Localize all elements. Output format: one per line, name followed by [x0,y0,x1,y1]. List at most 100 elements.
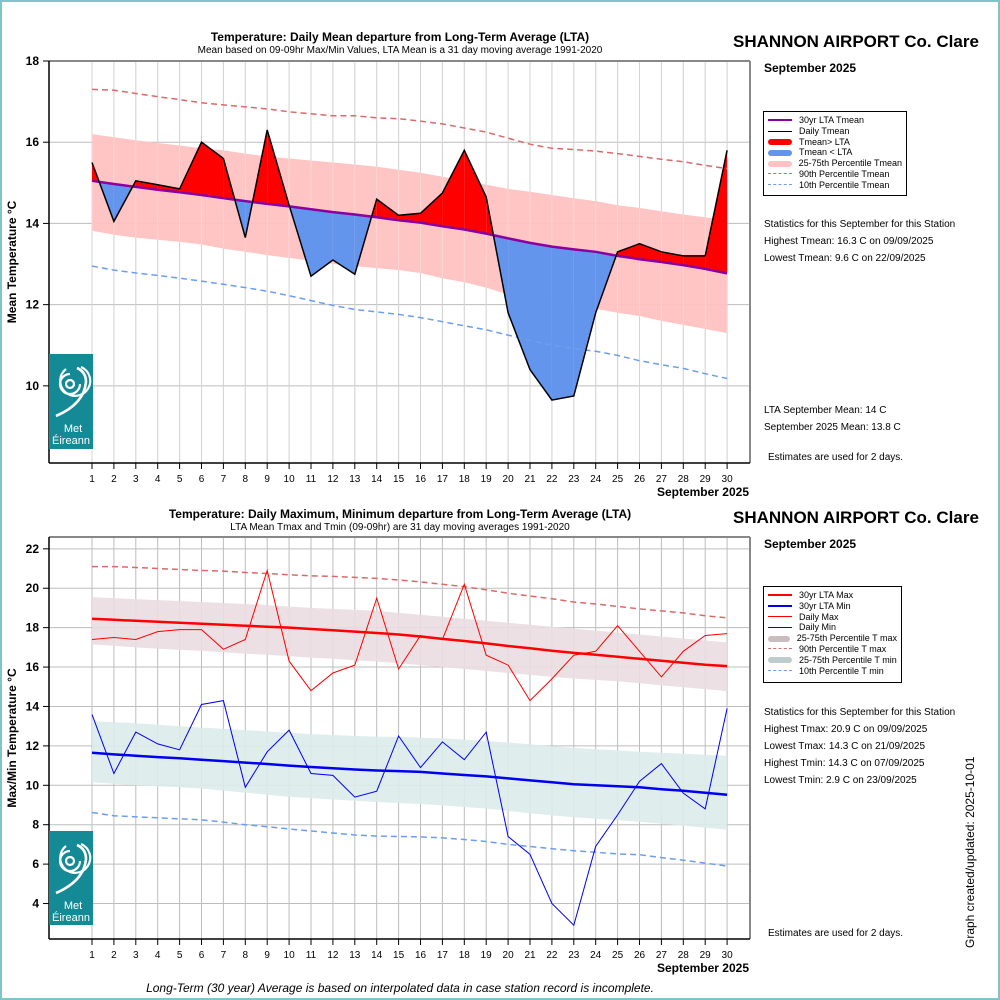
maxmin-xtick-label: 24 [590,950,602,961]
maxmin-ytick-label: 20 [26,581,40,595]
mean-xtick-label: 1 [89,474,95,485]
maxmin-chart-ylabel: Max/Min Temperature °C [5,668,19,808]
stats-heading: Statistics for this September for this S… [764,219,956,230]
maxmin-xtick-label: 1 [89,950,95,961]
mean-ytick-label: 12 [26,298,40,312]
mean-xtick-label: 18 [459,474,471,485]
mean-xtick-label: 22 [546,474,558,485]
station-name: SHANNON AIRPORT Co. Clare [733,32,979,51]
legend-label: 30yr LTA Min [799,600,851,611]
mean-xtick-label: 30 [722,474,734,485]
legend-label: 10th Percentile T min [799,665,884,676]
month-mean: September 2025 Mean: 13.8 C [764,422,901,433]
legend-item: 25-75th Percentile T max [768,633,897,644]
legend-label: 25-75th Percentile Tmean [798,158,902,169]
mean-above-lta-fill [442,150,465,230]
mean-xtick-label: 15 [393,474,405,485]
mean-xtick-label: 9 [264,474,270,485]
mean-xtick-label: 28 [678,474,690,485]
mean-chart-lines [91,88,728,401]
maxmin-xtick-label: 20 [503,950,515,961]
legend-item: 10th Percentile Tmean [768,180,902,191]
mean-above-lta-fill [705,150,728,274]
mean-below-lta-fill [573,249,596,396]
met-eireann-swirl-icon [55,842,92,895]
mean-xtick-label: 19 [481,474,493,485]
legend-label: Daily Max [799,611,839,622]
maxmin-ytick-label: 4 [32,897,39,911]
met-eireann-logo: Met Éireann [49,831,93,925]
maxmin-xtick-label: 5 [177,950,183,961]
logo-text-met: Met [64,423,82,435]
mean-above-lta-fill [464,150,487,234]
legend-label: Tmean> LTA [799,136,850,147]
mean-xtick-label: 21 [524,474,536,485]
legend-label: Daily Min [799,622,837,633]
mean-below-lta-fill [530,242,552,401]
station-name: SHANNON AIRPORT Co. Clare [733,508,979,527]
mean-summary: LTA September Mean: 14 C September 2025 … [764,402,901,436]
mean-p10-line [91,265,728,380]
legend-item: Tmean < LTA [768,147,902,158]
legend-swatch-daily-max [768,613,792,621]
mean-xtick-label: 16 [415,474,427,485]
tmin-percentile-band [92,721,728,830]
maxmin-ytick-label: 6 [32,857,39,871]
daily-min-line [91,700,728,927]
maxmin-xtick-label: 11 [306,950,317,961]
tmax-percentile-band [92,597,728,692]
legend-swatch-p10-min [768,667,792,675]
legend-swatch-lta-max [768,591,792,599]
mean-ytick-label: 10 [26,379,40,393]
mean-above-lta-fill [639,243,662,262]
mean-below-lta-fill [332,212,355,275]
mean-above-lta-fill [617,243,640,260]
maxmin-xtick-label: 10 [284,950,296,961]
maxmin-xtick-label: 17 [437,950,449,961]
legend-label: Daily Tmean [799,125,850,136]
legend-item: Daily Tmean [768,126,902,137]
maxmin-xtick-label: 15 [393,950,405,961]
mean-below-lta-fill [551,246,574,401]
mean-stats: Statistics for this September for this S… [764,216,955,267]
mean-above-lta-fill [201,142,224,199]
legend-label: 30yr LTA Tmean [799,115,865,125]
mean-chart-legend: 30yr LTA Tmean Daily Tmean Tmean> LTA Tm… [763,111,907,196]
mean-p90-line [91,88,728,170]
maxmin-ytick-label: 16 [26,660,40,674]
maxmin-ytick-label: 22 [26,542,40,556]
maxmin-xtick-label: 14 [371,950,383,961]
logo-text-eireann: Éireann [52,434,90,447]
legend-item: 10th Percentile T min [768,666,897,677]
mean-ytick-label: 16 [26,135,40,149]
tmin-p10-line [91,811,728,867]
mean-above-lta-fill [420,192,443,227]
legend-label: 90th Percentile T max [799,643,887,654]
maxmin-xtick-label: 2 [111,950,117,961]
station-month: September 2025 [764,61,857,75]
maxmin-xtick-label: 29 [700,950,712,961]
legend-swatch-p10 [768,181,792,189]
maxmin-chart-legend: 30yr LTA Max 30yr LTA Min Daily Max Dail… [763,586,902,683]
logo-text-eireann: Éireann [52,911,90,924]
tmax-p90-line [92,565,728,619]
mean-below-lta-fill [508,238,530,370]
mean-ytick-label: 18 [26,54,40,68]
maxmin-xtick-label: 25 [612,950,624,961]
maxmin-xtick-label: 19 [481,950,493,961]
daily-mean-line [91,129,728,401]
maxmin-xtick-label: 3 [133,950,139,961]
legend-item: 25-75th Percentile Tmean [768,158,902,169]
legend-swatch-band-max [768,635,790,643]
mean-xtick-label: 14 [371,474,383,485]
maxmin-ytick-label: 8 [32,818,39,832]
legend-item: Daily Max [768,612,897,623]
stats-heading: Statistics for this September for this S… [764,707,956,718]
legend-label: 90th Percentile Tmean [799,168,890,179]
mean-ytick-label: 14 [26,216,40,230]
maxmin-chart-lines [91,565,728,927]
maxmin-xtick-label: 28 [678,950,690,961]
mean-xtick-label: 24 [590,474,602,485]
